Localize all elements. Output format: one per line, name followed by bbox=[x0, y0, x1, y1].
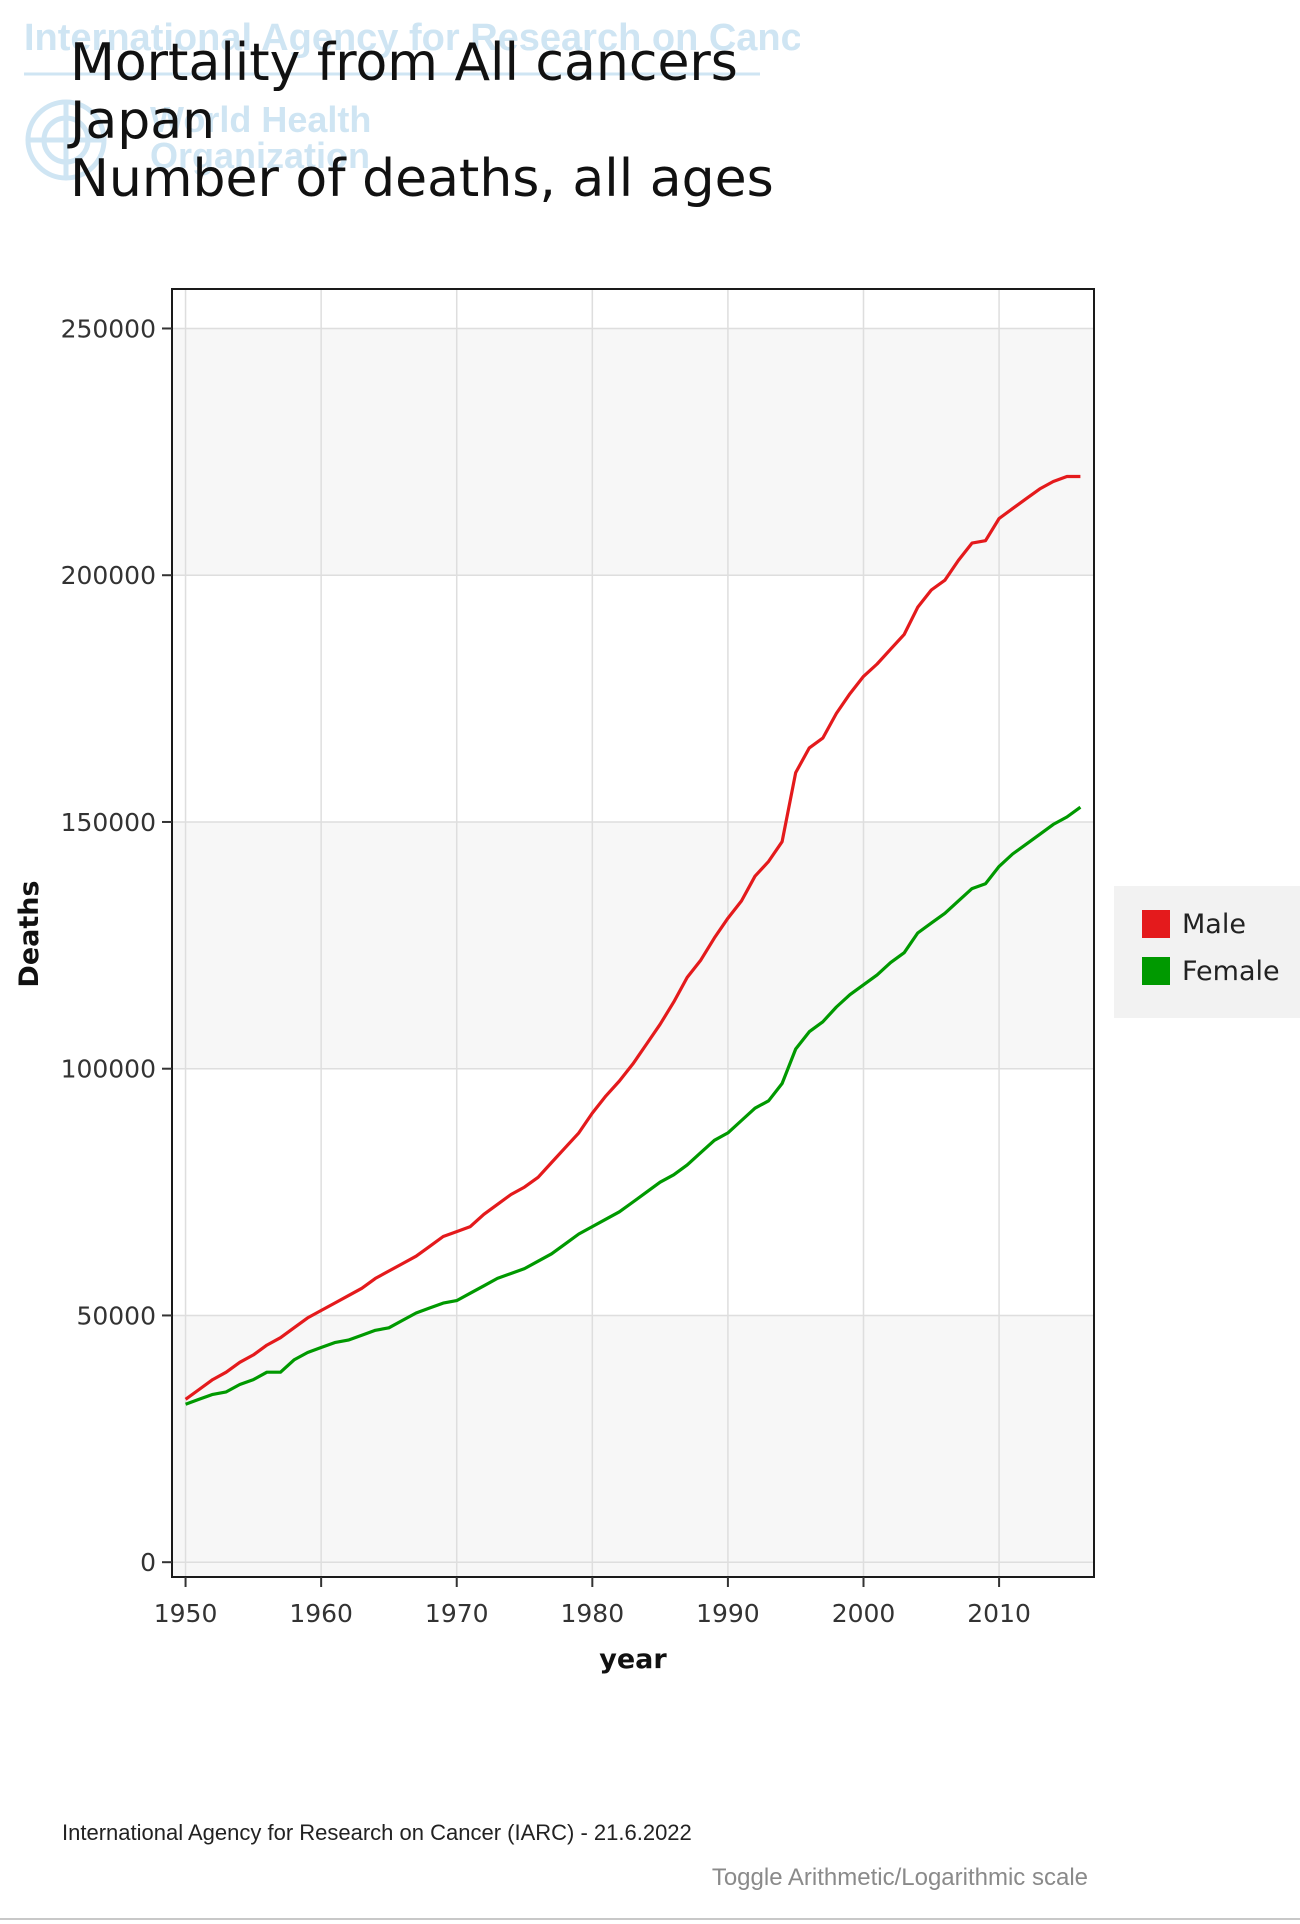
title-line-cancer: Mortality from All cancers bbox=[70, 33, 738, 93]
y-tick-label-100000: 100000 bbox=[61, 1055, 156, 1084]
y-tick-label-200000: 200000 bbox=[61, 561, 156, 590]
title-line-country: Japan bbox=[70, 91, 216, 151]
y-tick-label-150000: 150000 bbox=[61, 808, 156, 837]
legend-swatch-female bbox=[1142, 957, 1170, 985]
x-tick-label-2010: 2010 bbox=[967, 1599, 1031, 1628]
iarc-watermark: International Agency for Research on Can… bbox=[24, 17, 800, 181]
y-tick-label-0: 0 bbox=[140, 1548, 156, 1577]
panel-band bbox=[172, 328, 1094, 576]
x-axis-label: year bbox=[599, 1644, 667, 1675]
legend-label-male: Male bbox=[1182, 908, 1246, 940]
watermark-who-line2: Organization bbox=[150, 135, 370, 176]
chart-legend: Male Female bbox=[1114, 886, 1300, 1018]
x-tick-label-1960: 1960 bbox=[289, 1599, 353, 1628]
y-axis: 0 50000 100000 150000 200000 250000 bbox=[61, 314, 172, 1577]
panel-band bbox=[172, 821, 1094, 1069]
x-tick-label-2000: 2000 bbox=[832, 1599, 896, 1628]
x-tick-label-1980: 1980 bbox=[561, 1599, 625, 1628]
legend-label-female: Female bbox=[1182, 955, 1280, 987]
bottom-divider bbox=[0, 1918, 1300, 1920]
legend-item-female: Female bbox=[1142, 955, 1280, 987]
panel-border bbox=[171, 288, 1095, 1578]
x-axis: 1950 1960 1970 1980 1990 2000 2010 bbox=[154, 1577, 1031, 1628]
watermark-who-line1: World Health bbox=[150, 99, 371, 140]
line-chart: 1950 1960 1970 1980 1990 2000 2010 0 50000 10000… bbox=[14, 288, 1095, 1675]
panel-bands bbox=[172, 289, 1094, 1577]
legend-swatch-male bbox=[1142, 910, 1170, 938]
legend-item-male: Male bbox=[1142, 908, 1246, 940]
series-line-female bbox=[185, 805, 1082, 1406]
y-tick-label-250000: 250000 bbox=[61, 314, 156, 343]
toggle-scale-link[interactable]: Toggle Arithmetic/Logarithmic scale bbox=[711, 1864, 1088, 1891]
x-tick-label-1990: 1990 bbox=[696, 1599, 760, 1628]
watermark-agency-text: International Agency for Research on Can… bbox=[24, 17, 800, 59]
y-tick-label-50000: 50000 bbox=[76, 1301, 156, 1330]
title-line-measure: Number of deaths, all ages bbox=[70, 149, 774, 209]
y-axis-label: Deaths bbox=[14, 880, 45, 987]
chart-title: Mortality from All cancers Japan Number … bbox=[70, 34, 774, 208]
x-tick-label-1950: 1950 bbox=[154, 1599, 218, 1628]
who-emblem-icon bbox=[25, 99, 107, 181]
source-footer: International Agency for Research on Can… bbox=[62, 1820, 692, 1845]
grid-lines bbox=[172, 289, 1094, 1577]
x-tick-label-1970: 1970 bbox=[425, 1599, 489, 1628]
panel-band bbox=[172, 1315, 1094, 1577]
series-lines bbox=[184, 474, 1082, 1406]
series-line-male bbox=[184, 474, 1081, 1401]
